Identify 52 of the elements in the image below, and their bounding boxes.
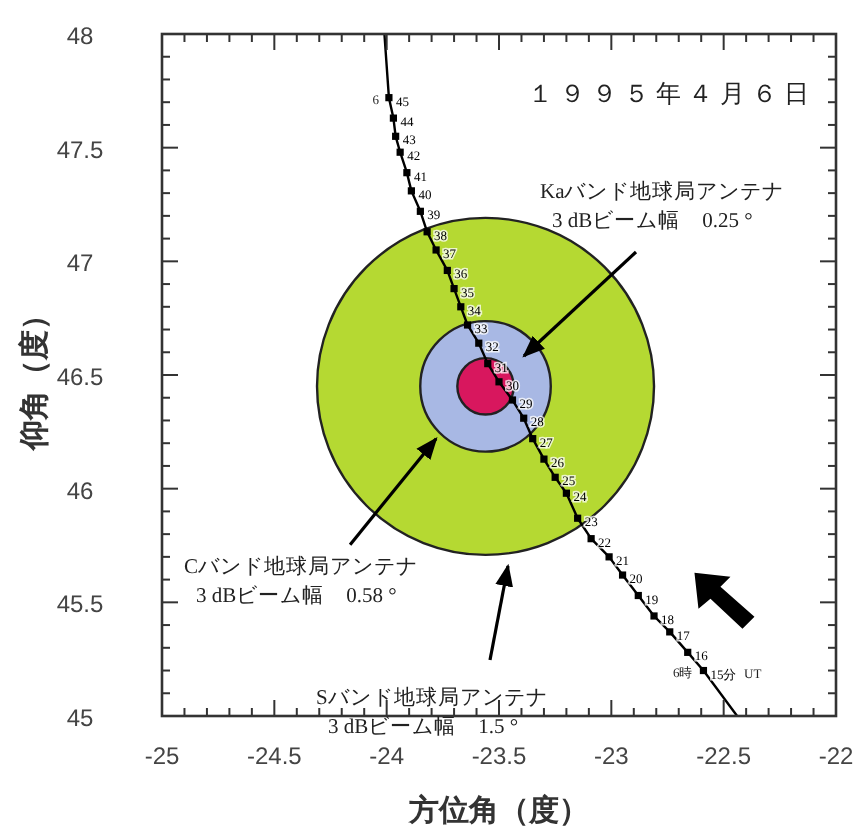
y-axis-title: 仰角（度） (16, 300, 52, 452)
y-tick-label: 46.5 (56, 363, 104, 391)
point (385, 94, 393, 102)
point (605, 553, 613, 561)
point (443, 266, 451, 275)
y-tick-label: 47 (66, 249, 94, 278)
point (618, 571, 627, 579)
point (508, 396, 517, 404)
y-tick-label: 46 (66, 476, 94, 505)
point (699, 666, 708, 675)
y-tick-label: 45.5 (56, 590, 104, 619)
point (463, 321, 472, 329)
point (416, 207, 424, 215)
x-tick-label: -24.5 (246, 742, 303, 770)
annotation: Sバンド地球局アンテナ 3 dBビーム幅 1.5 ° (316, 688, 548, 740)
annotation: Cバンド地球局アンテナ 3 dBビーム幅 0.58 ° (184, 436, 438, 609)
point (495, 378, 503, 386)
y-tick-label: 48 (66, 22, 94, 50)
annotation: １９９５年４月６日 (528, 80, 816, 108)
point (587, 535, 595, 543)
point (634, 591, 642, 600)
point (684, 648, 692, 656)
x-tick-label: -25 (144, 742, 180, 770)
point (407, 187, 415, 195)
point (475, 339, 483, 347)
point (666, 628, 674, 636)
x-axis-title: 方位角（度） (407, 792, 589, 828)
point (529, 435, 537, 443)
point (423, 228, 431, 236)
point (450, 285, 458, 293)
point (574, 514, 582, 522)
x-tick-label: -23 (593, 742, 630, 770)
point (520, 414, 528, 422)
point (457, 303, 465, 311)
point (432, 246, 440, 254)
x-tick-label: -22.5 (696, 742, 752, 770)
point (562, 489, 570, 497)
point (389, 114, 398, 122)
annotation: Kaバンド地球局アンテナ 3 dBビーム幅 0.25 ° (540, 182, 785, 234)
point (396, 148, 404, 156)
x-tick-label: -23.5 (471, 742, 527, 770)
x-tick-label: -22 (818, 742, 854, 770)
y-tick-label: 45 (66, 704, 94, 732)
point (484, 360, 492, 368)
point (650, 612, 658, 620)
y-tick-label: 47.5 (56, 135, 104, 164)
point (551, 473, 559, 481)
point (403, 169, 411, 177)
point (392, 132, 400, 140)
point (540, 455, 548, 463)
x-tick-label: -24 (369, 742, 405, 770)
annotation: Cバンド地球局アンテナ 3 dBビーム幅 0.58 ° (184, 552, 419, 609)
